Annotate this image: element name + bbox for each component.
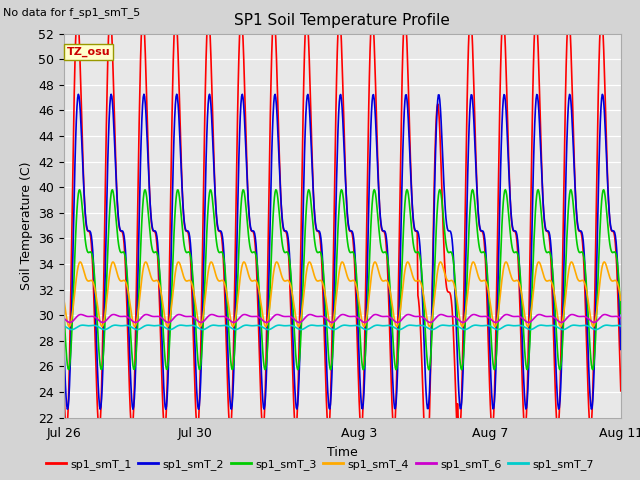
Y-axis label: Soil Temperature (C): Soil Temperature (C)	[20, 161, 33, 290]
Text: TZ_osu: TZ_osu	[67, 47, 111, 57]
Legend: sp1_smT_1, sp1_smT_2, sp1_smT_3, sp1_smT_4, sp1_smT_6, sp1_smT_7: sp1_smT_1, sp1_smT_2, sp1_smT_3, sp1_smT…	[41, 455, 599, 474]
X-axis label: Time: Time	[327, 446, 358, 459]
Text: No data for f_sp1_smT_5: No data for f_sp1_smT_5	[3, 7, 140, 18]
Title: SP1 Soil Temperature Profile: SP1 Soil Temperature Profile	[234, 13, 451, 28]
